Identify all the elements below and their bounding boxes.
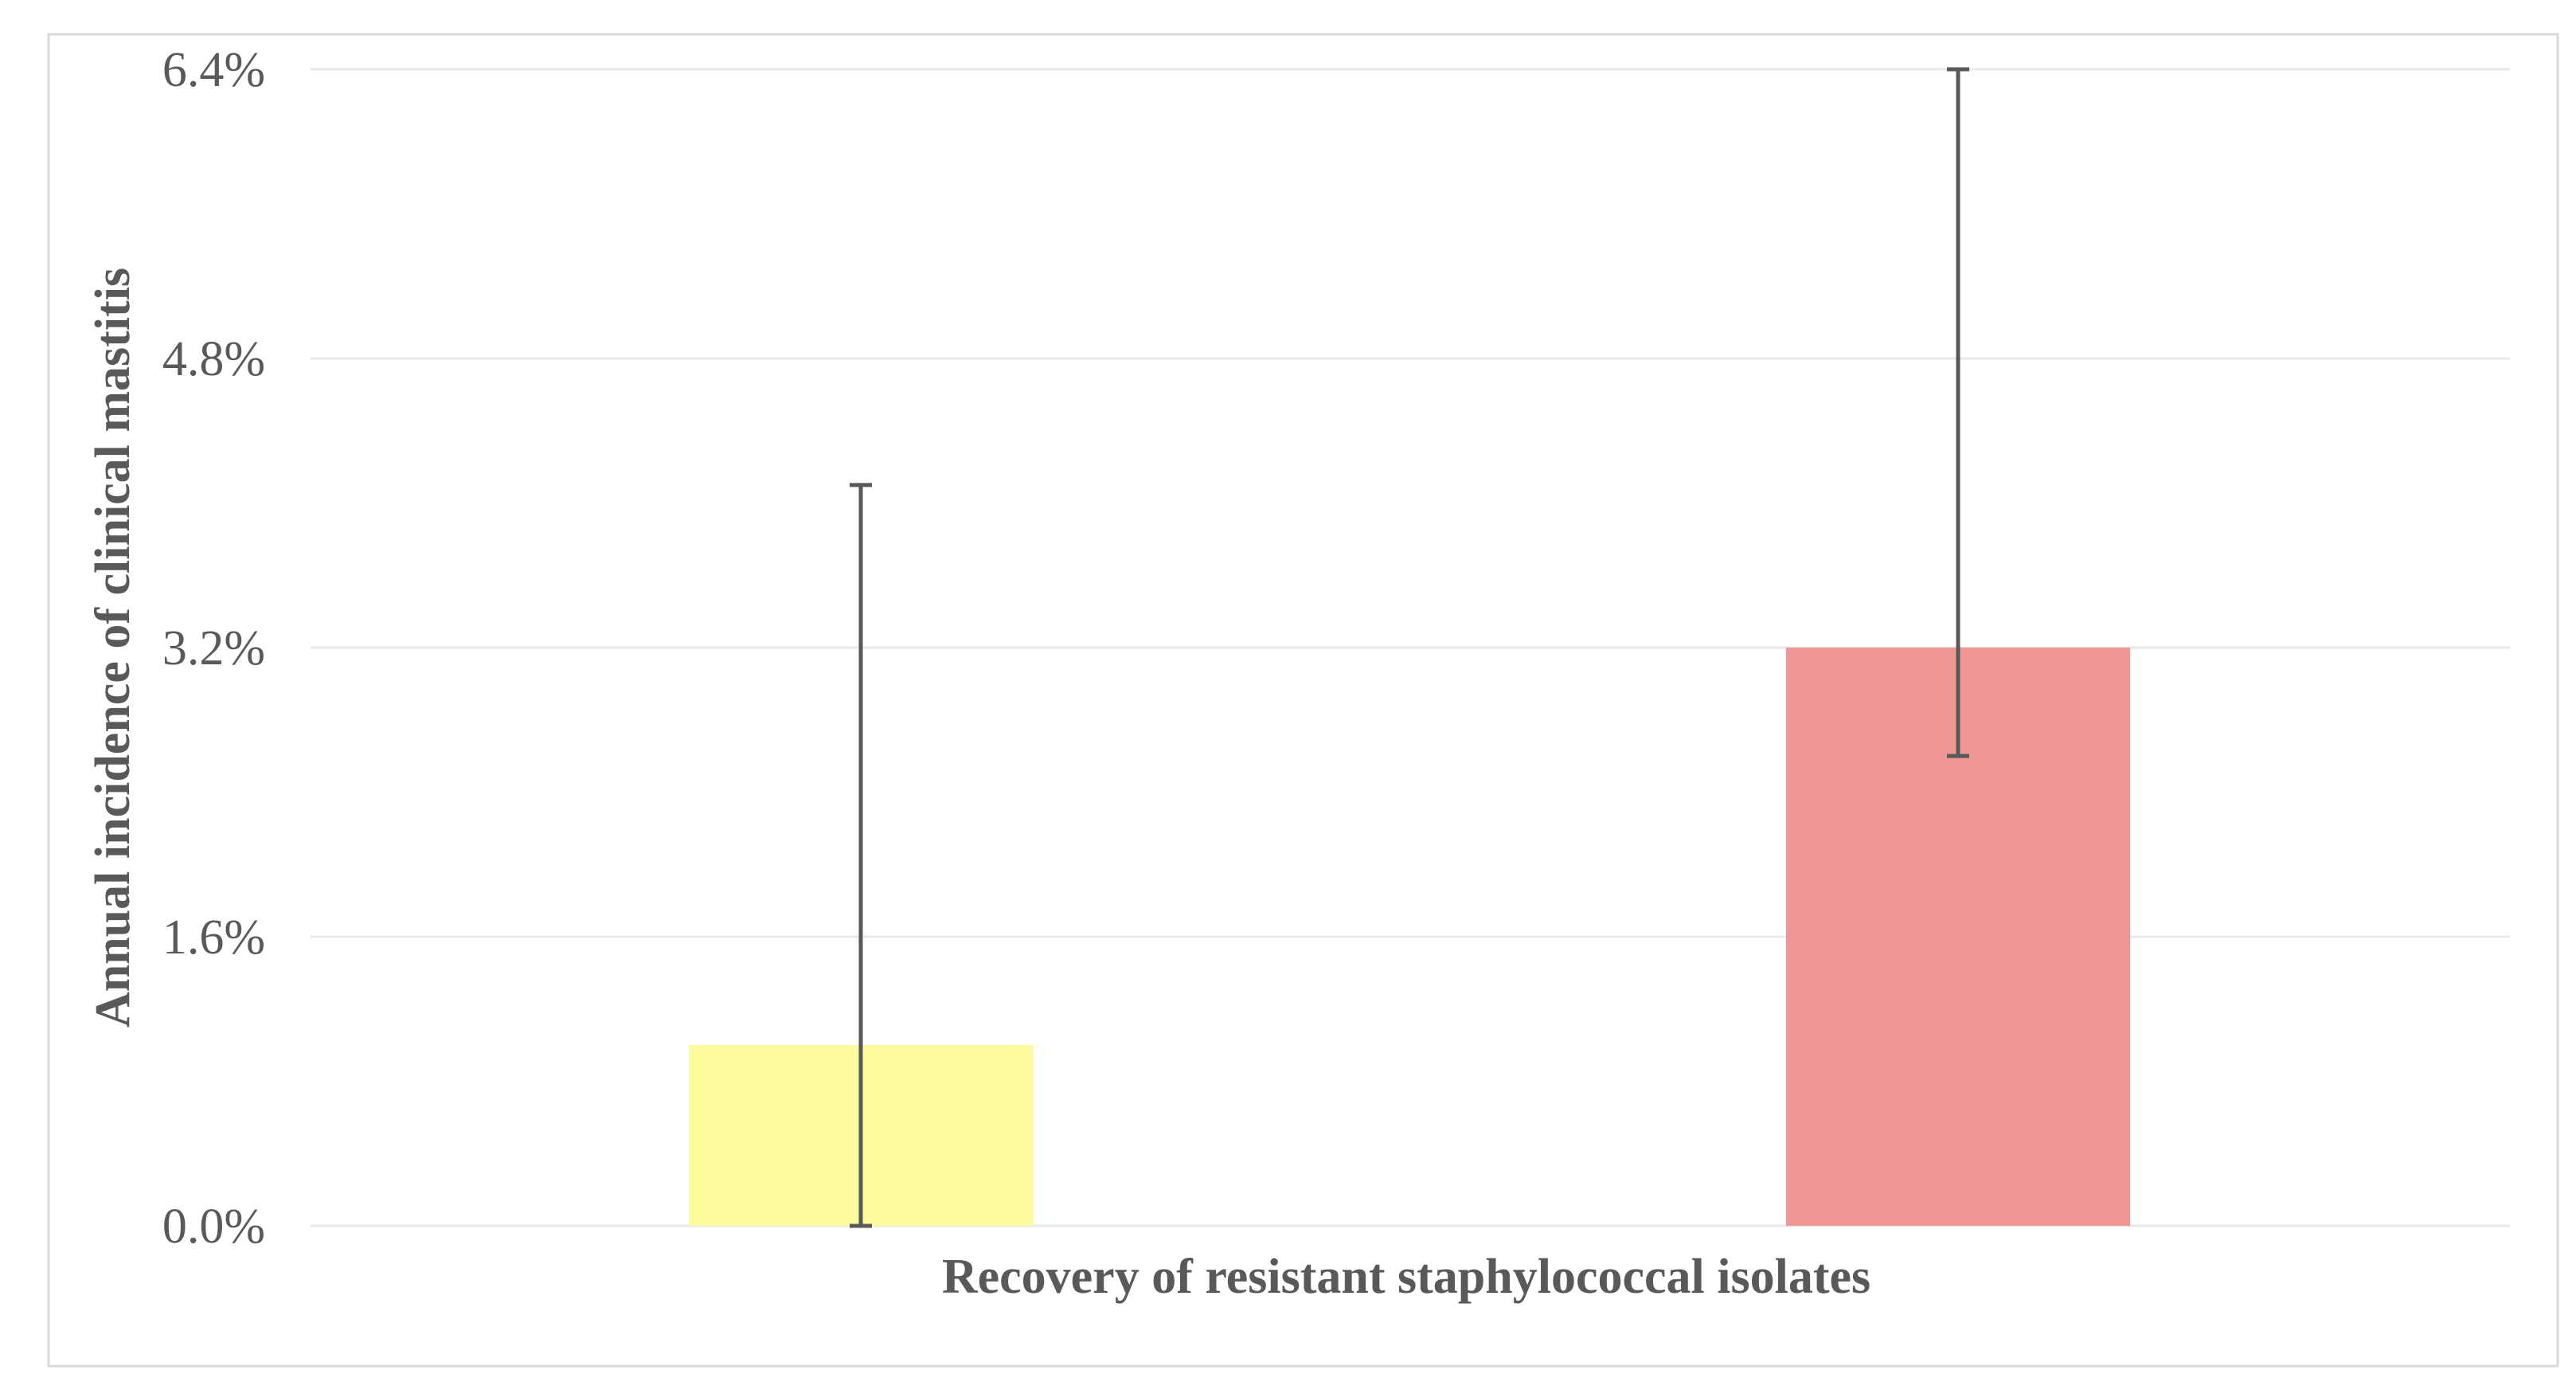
y-tick-label: 0.0% bbox=[162, 1200, 265, 1254]
figure-border bbox=[47, 33, 2559, 1368]
y-tick-label: 4.8% bbox=[162, 332, 265, 386]
y-tick-label: 3.2% bbox=[162, 621, 265, 675]
y-tick-label: 1.6% bbox=[162, 910, 265, 965]
y-axis-title: Annual incidence of clinical mastitis bbox=[86, 267, 140, 1028]
y-tick-label: 6.4% bbox=[162, 43, 265, 97]
x-axis-title: Recovery of resistant staphylococcal iso… bbox=[941, 1250, 1871, 1304]
